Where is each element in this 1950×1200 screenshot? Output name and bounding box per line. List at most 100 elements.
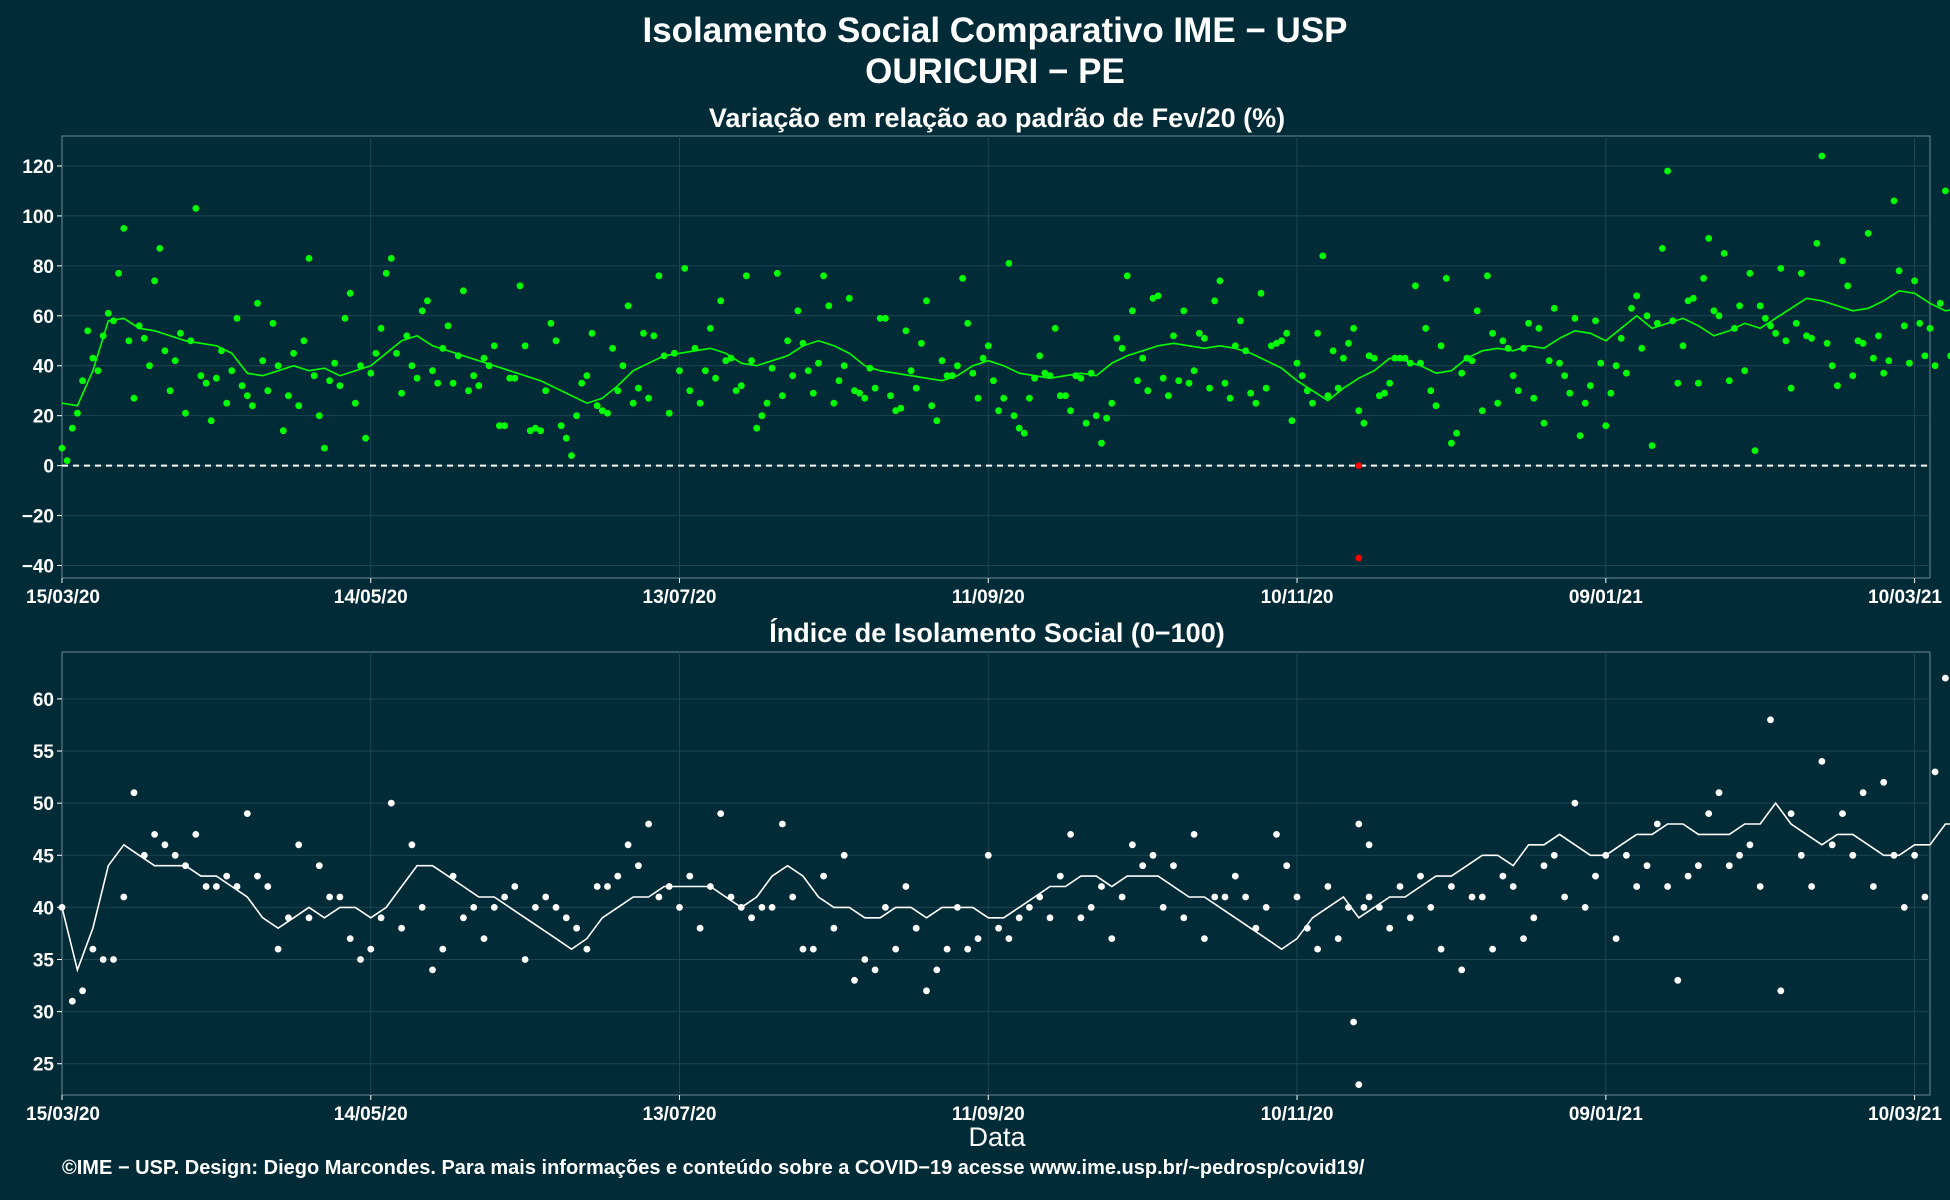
top-data-point [496, 422, 503, 430]
bottom-data-point [99, 956, 107, 963]
top-data-point [1736, 302, 1743, 310]
top-data-point [1484, 272, 1491, 280]
top-plot-frame [61, 135, 1931, 579]
top-data-point [614, 387, 622, 395]
top-data-point [1556, 359, 1563, 367]
bottom-data-point [1283, 862, 1291, 870]
bottom-data-point [1787, 810, 1795, 817]
top-data-point [1278, 337, 1285, 345]
top-data-point [156, 245, 164, 252]
top-data-point [1550, 304, 1558, 312]
bottom-data-point [974, 935, 982, 942]
top-data-point [727, 354, 735, 362]
bottom-data-point [1509, 883, 1517, 890]
bottom-data-point [635, 862, 642, 870]
top-y-tick-label: −20 [22, 507, 54, 528]
bottom-data-point [110, 956, 117, 963]
bottom-data-point [89, 945, 97, 953]
top-data-point [1010, 412, 1018, 420]
top-data-point [954, 362, 961, 370]
top-data-point [856, 389, 863, 397]
bottom-data-point [1067, 831, 1074, 838]
top-data-point [1587, 382, 1594, 390]
top-data-point [115, 269, 122, 277]
top-y-tick-label: 20 [33, 407, 54, 428]
top-data-point [748, 357, 755, 365]
top-data-point [1015, 424, 1023, 432]
bottom-data-point [892, 945, 900, 953]
top-data-point [933, 417, 941, 425]
top-data-point [1211, 297, 1219, 305]
bottom-data-point [1839, 810, 1846, 817]
top-data-point [130, 394, 138, 402]
top-data-point [1931, 362, 1939, 370]
bottom-data-point [120, 893, 128, 901]
bottom-data-point [1273, 831, 1280, 838]
bottom-data-point [1849, 851, 1857, 859]
top-data-point [1844, 282, 1852, 290]
top-data-point [177, 329, 184, 337]
top-data-point [1293, 359, 1301, 367]
bottom-data-point [1530, 914, 1538, 922]
bottom-data-point [1695, 862, 1702, 870]
top-data-point [403, 332, 411, 340]
top-data-point [1195, 329, 1203, 337]
top-data-point [331, 359, 339, 367]
bottom-data-point [995, 924, 1002, 932]
top-data-point [1777, 265, 1785, 272]
top-data-point [938, 357, 946, 365]
top-data-point [696, 399, 704, 407]
top-data-point [537, 427, 544, 435]
bottom-data-point [933, 966, 941, 974]
bottom-data-point [264, 883, 272, 890]
bottom-data-point [1201, 935, 1208, 942]
top-data-point [182, 409, 189, 417]
bottom-data-point [1489, 945, 1496, 953]
bottom-data-point [1242, 893, 1249, 901]
bottom-data-point [1715, 789, 1723, 797]
bottom-data-point [1674, 976, 1682, 984]
top-x-tick-label: 13/07/20 [643, 587, 717, 608]
top-data-point [650, 332, 658, 340]
top-data-point [1761, 314, 1769, 322]
bottom-data-point [1211, 893, 1219, 901]
top-data-point [511, 374, 519, 382]
bottom-data-point [943, 945, 951, 953]
bottom-x-tick-label: 10/03/21 [1868, 1104, 1942, 1125]
top-data-point [1643, 312, 1651, 320]
top-data-point [1921, 352, 1929, 360]
top-data-point [1448, 439, 1455, 447]
top-data-point [1226, 394, 1234, 402]
top-data-point [1561, 372, 1568, 380]
top-data-point [259, 357, 267, 365]
top-data-point [1571, 314, 1579, 322]
top-data-point [1129, 307, 1136, 315]
bottom-plot-frame [61, 651, 1931, 1096]
bottom-data-point [655, 893, 663, 901]
top-data-point [1797, 269, 1805, 277]
bottom-data-point [1360, 904, 1368, 911]
bottom-data-point [809, 945, 817, 953]
bottom-data-point [192, 831, 200, 838]
top-x-tick-label: 11/09/20 [952, 587, 1025, 608]
top-data-point [557, 422, 565, 430]
top-data-point [1715, 312, 1723, 320]
bottom-data-point [1108, 935, 1116, 942]
bottom-data-point [984, 851, 992, 859]
bottom-data-point [1859, 789, 1867, 797]
top-data-point [1206, 384, 1213, 392]
top-data-point [192, 205, 200, 212]
top-data-point [1864, 230, 1872, 237]
top-data-point [552, 337, 560, 345]
top-data-point [1350, 324, 1357, 332]
top-data-point [346, 289, 354, 297]
top-data-point [1036, 352, 1044, 360]
top-data-point [1118, 344, 1126, 352]
top-data-point [547, 319, 555, 327]
bottom-data-point [521, 956, 529, 963]
bottom-data-point [398, 924, 405, 932]
bottom-data-point [161, 841, 169, 849]
bottom-data-point [511, 883, 519, 890]
top-data-point [480, 354, 488, 362]
top-data-point [1633, 292, 1641, 300]
